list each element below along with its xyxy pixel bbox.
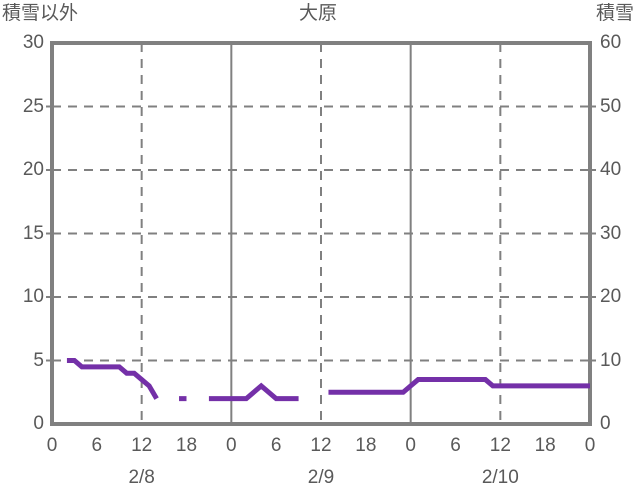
x-axis-hour-tick-label: 18	[534, 435, 556, 456]
y-axis-left-tick-label: 15	[22, 222, 44, 244]
y-axis-left-tick-label: 0	[33, 413, 44, 434]
gridlines	[52, 43, 590, 424]
y-axis-right-tick-label: 10	[600, 349, 622, 371]
y-axis-right-tick-label: 60	[600, 32, 622, 53]
snow-depth-line	[66, 358, 590, 402]
x-axis-hour-tick-label: 18	[175, 435, 198, 456]
y-axis-left-tick-label: 10	[22, 286, 44, 307]
x-axis-hour-tick-label: 12	[131, 435, 153, 456]
y-axis-left-tick-label: 5	[33, 349, 44, 371]
x-axis-hour-tick-label: 0	[226, 435, 237, 456]
axis-tick-marks	[46, 105, 596, 362]
x-axis-day-label: 2/8	[128, 467, 155, 488]
y-axis-right-tick-label: 0	[600, 413, 611, 434]
series-line-snow-depth	[66, 358, 590, 402]
x-axis-hour-tick-label: 6	[270, 435, 282, 456]
x-axis-hour-tick-label: 0	[46, 435, 58, 456]
y-axis-left-tick-label: 30	[22, 32, 44, 53]
x-axis-hour-tick-label: 12	[489, 435, 511, 456]
chart-title: 大原	[298, 3, 337, 24]
x-axis-hour-tick-label: 18	[355, 435, 377, 456]
x-axis-hour-tick-label: 12	[310, 435, 332, 456]
y-axis-right-tick-label: 50	[600, 95, 622, 117]
y-axis-right-tick-label: 40	[600, 159, 622, 180]
x-axis-hour-tick-label: 0	[584, 435, 596, 456]
x-axis-hour-tick-label: 6	[450, 435, 461, 456]
y-axis-left-tick-label: 25	[22, 95, 44, 117]
y-axis-right-tick-label: 20	[600, 286, 622, 307]
y-axis-right-tick-label: 30	[600, 222, 622, 244]
right-axis-title: 積雪	[595, 3, 634, 24]
x-axis-hour-tick-label: 0	[405, 435, 416, 456]
x-axis-day-label: 2/10	[481, 467, 519, 488]
x-axis-day-label: 2/9	[307, 467, 335, 488]
x-axis-hour-tick-label: 6	[91, 435, 103, 456]
y-axis-left-tick-label: 20	[22, 159, 44, 180]
left-axis-title: 積雪以外	[2, 3, 79, 24]
